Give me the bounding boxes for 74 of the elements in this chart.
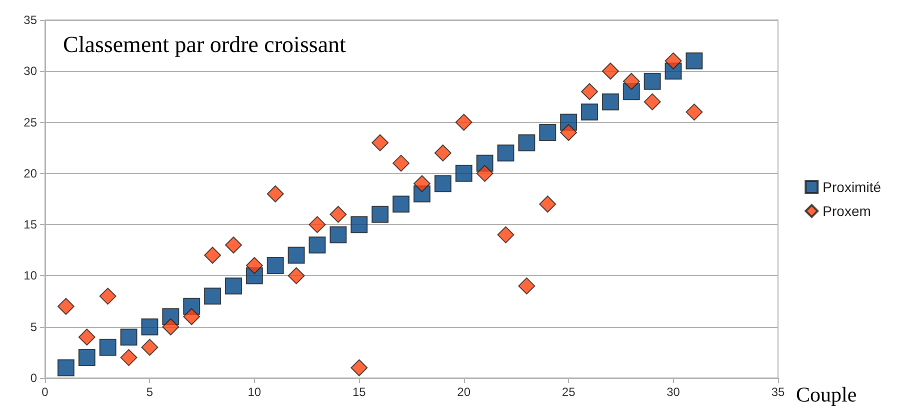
point <box>372 206 389 223</box>
point <box>288 246 305 264</box>
y-tick-label: 20 <box>24 166 38 180</box>
point <box>476 164 494 182</box>
point <box>308 216 326 234</box>
point <box>413 175 430 192</box>
point <box>330 226 347 244</box>
point <box>308 236 326 254</box>
x-tick-label: 10 <box>248 385 262 399</box>
point <box>497 226 514 244</box>
x-tick-label: 5 <box>146 385 154 399</box>
point <box>162 318 180 336</box>
y-tick-label: 15 <box>24 218 38 232</box>
x-tick-label: 15 <box>352 385 366 399</box>
point <box>120 328 138 346</box>
legend-label: Proximité <box>822 179 882 195</box>
point <box>622 72 640 90</box>
point <box>141 338 158 356</box>
point <box>518 277 536 294</box>
y-tick-label: 35 <box>24 13 38 27</box>
point <box>141 318 158 336</box>
point <box>288 267 305 284</box>
point <box>581 104 598 121</box>
point <box>78 328 96 346</box>
point <box>560 124 578 142</box>
point <box>686 104 703 121</box>
y-tick-label: 30 <box>24 64 38 78</box>
point <box>518 134 536 152</box>
point <box>372 134 389 152</box>
y-tick-label: 10 <box>24 268 38 283</box>
point <box>330 206 347 223</box>
point <box>392 154 410 172</box>
point <box>204 246 222 264</box>
point <box>686 52 703 70</box>
point <box>224 236 242 254</box>
point <box>539 124 556 142</box>
x-axis-title: Couple <box>796 382 857 406</box>
point <box>434 175 452 192</box>
point <box>183 308 200 326</box>
point <box>266 185 284 202</box>
x-tick-label: 30 <box>666 385 680 399</box>
y-tick-label: 5 <box>30 320 38 334</box>
x-tick-label: 25 <box>562 385 576 399</box>
point <box>99 288 116 305</box>
point <box>455 164 472 182</box>
point <box>120 349 138 366</box>
point <box>602 93 619 110</box>
point <box>204 288 222 305</box>
y-tick-label: 25 <box>24 115 38 130</box>
point <box>78 349 96 366</box>
point <box>57 359 74 376</box>
point <box>350 359 368 376</box>
text: Classement par ordre croissant <box>63 32 347 57</box>
point <box>434 144 452 162</box>
point <box>99 338 116 356</box>
point <box>246 256 263 274</box>
point <box>644 93 661 110</box>
y-tick-label: 0 <box>30 371 38 385</box>
point <box>644 72 661 90</box>
legend-label: Proxem <box>822 203 871 219</box>
x-tick-label: 20 <box>457 385 471 399</box>
point <box>539 196 556 213</box>
point <box>497 144 514 162</box>
x-tick-label: 35 <box>771 385 785 399</box>
point <box>224 277 242 294</box>
point <box>392 196 410 213</box>
point <box>266 256 284 274</box>
point <box>602 62 619 80</box>
point <box>350 216 368 234</box>
point <box>664 52 682 70</box>
point <box>57 298 74 315</box>
point <box>581 83 598 100</box>
x-tick-label: 0 <box>42 385 49 399</box>
point <box>455 114 472 131</box>
